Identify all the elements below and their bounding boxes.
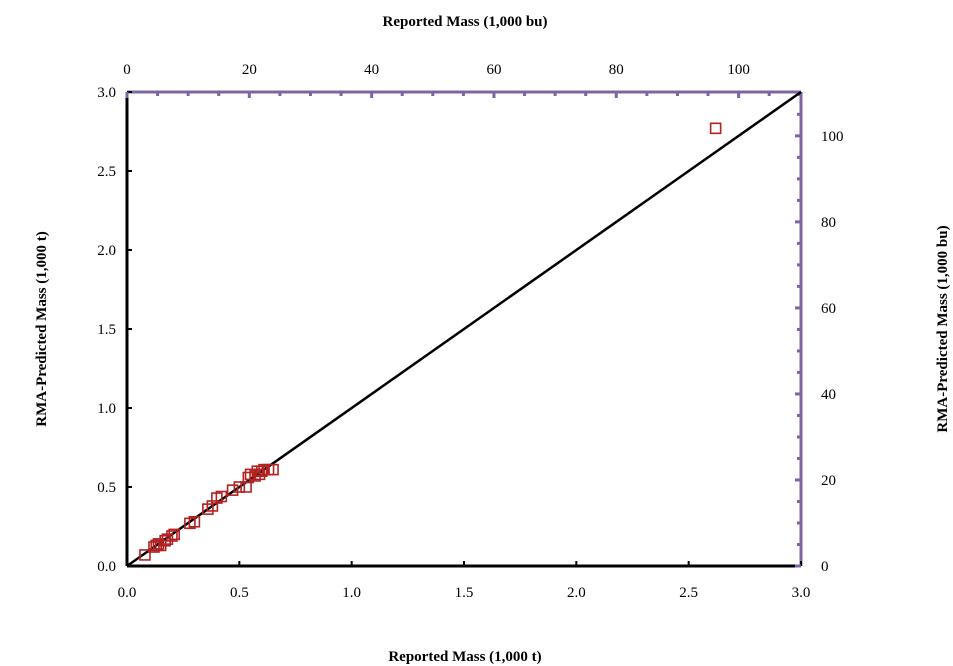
x-axis-title: Reported Mass (1,000 t) <box>388 649 541 665</box>
y-tick-label: 3.0 <box>97 85 116 101</box>
data-point <box>166 530 178 542</box>
data-point <box>215 490 228 503</box>
y2-tick-label: 100 <box>821 129 844 145</box>
x2-tick-label: 20 <box>242 62 257 78</box>
y2-tick-label: 40 <box>821 387 836 403</box>
y2-tick-label: 0 <box>821 559 829 575</box>
y-tick-label: 0.5 <box>97 480 116 496</box>
data-points <box>139 122 722 561</box>
y-tick-label: 2.5 <box>97 164 116 180</box>
x2-axis-title: Reported Mass (1,000 bu) <box>383 14 548 30</box>
x-tick-label: 2.5 <box>679 585 698 601</box>
y-tick-label: 1.5 <box>97 322 116 338</box>
x-tick-label: 3.0 <box>792 585 811 601</box>
x-tick-label: 1.5 <box>455 585 474 601</box>
data-point <box>709 122 722 135</box>
tick-labels: 0.0 0.5 1.0 1.5 2.0 2.5 3.0 0.0 0.5 1.0 1.5 2.0 2.5 3… <box>97 62 843 601</box>
data-point <box>255 465 268 478</box>
x2-tick-label: 100 <box>727 62 750 78</box>
y-tick-label: 2.0 <box>97 243 116 259</box>
data-point <box>226 484 239 496</box>
data-point <box>242 471 255 484</box>
y2-tick-label: 20 <box>821 473 836 489</box>
y2-tick-label: 80 <box>821 215 836 231</box>
data-point <box>168 528 180 541</box>
data-point <box>233 481 246 493</box>
y-tick-label: 0.0 <box>97 559 116 575</box>
x-tick-label: 1.0 <box>342 585 361 601</box>
data-point <box>267 463 279 476</box>
y2-axis-title: RMA-Predicted Mass (1,000 bu) <box>935 225 951 432</box>
data-point <box>139 549 151 561</box>
x-tick-label: 0.5 <box>230 585 249 601</box>
x2-tick-label: 60 <box>486 62 501 78</box>
x2-tick-label: 0 <box>123 62 131 78</box>
x-tick-label: 2.0 <box>567 585 586 601</box>
x2-tick-label: 80 <box>609 62 624 78</box>
x-tick-label: 0.0 <box>118 585 137 601</box>
y-tick-label: 1.0 <box>97 401 116 417</box>
data-point <box>188 515 201 528</box>
x2-tick-label: 40 <box>364 62 379 78</box>
y-axis-title: RMA-Predicted Mass (1,000 t) <box>34 231 50 427</box>
y2-tick-label: 60 <box>821 301 836 317</box>
one-to-one-line <box>126 90 802 568</box>
